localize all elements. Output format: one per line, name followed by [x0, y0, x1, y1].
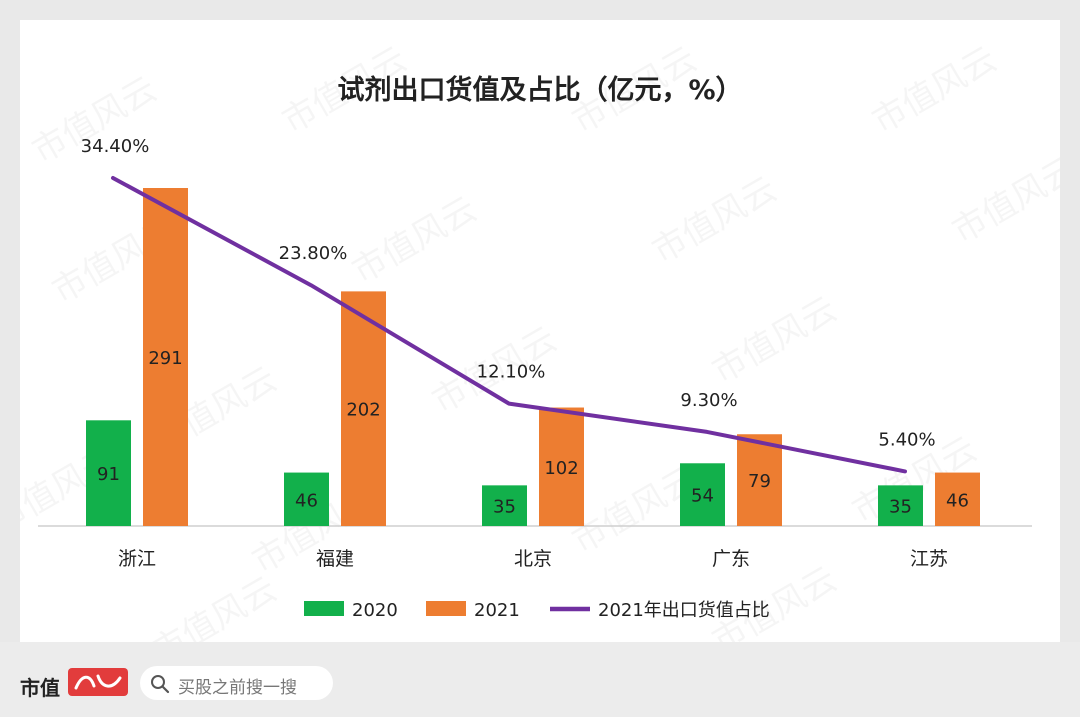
watermark-text: 市值风云 [946, 149, 1060, 252]
line-value-label-2: 12.10% [477, 362, 546, 383]
legend-label-0: 2020 [352, 600, 398, 621]
bar-2020-3 [680, 463, 725, 526]
bar-2021-2 [539, 407, 584, 526]
line-value-label-4: 5.40% [878, 429, 935, 450]
brand-seal-logo [68, 668, 128, 696]
footer-bar: 市值 买股之前搜一搜 [0, 642, 1080, 717]
bar-value-label-2021-0: 291 [148, 348, 182, 369]
bar-2020-0 [86, 420, 131, 526]
watermark-text: 市值风云 [566, 39, 704, 142]
chart-title: 试剂出口货值及占比（亿元，%） [337, 75, 743, 106]
legend-label-1: 2021 [474, 600, 520, 621]
watermark-text: 市值风云 [346, 189, 484, 292]
bar-2021-4 [935, 472, 980, 526]
bar-value-label-2021-2: 102 [544, 458, 578, 479]
search-placeholder: 买股之前搜一搜 [178, 678, 297, 698]
bar-2021-1 [341, 291, 386, 526]
watermark-text: 市值风云 [146, 569, 284, 642]
watermark-text: 市值风云 [646, 169, 784, 272]
bar-value-label-2021-3: 79 [748, 471, 771, 492]
legend-swatch-1 [426, 601, 466, 616]
search-icon [151, 675, 170, 694]
search-box[interactable]: 买股之前搜一搜 [140, 666, 333, 700]
bar-value-label-2021-4: 46 [946, 490, 969, 511]
bar-value-label-2020-0: 91 [97, 464, 120, 485]
x-tick-label-2: 北京 [514, 548, 552, 570]
bar-value-label-2020-3: 54 [691, 486, 714, 507]
bar-value-label-2021-1: 202 [346, 400, 380, 421]
x-tick-label-3: 广东 [712, 548, 750, 570]
line-value-label-1: 23.80% [279, 243, 348, 264]
bar-2020-4 [878, 485, 923, 526]
bar-2020-1 [284, 472, 329, 526]
x-tick-label-4: 江苏 [910, 548, 948, 570]
chart-card: 试剂出口货值及占比（亿元，%） 市值风云 市值风云 市值风云 市值风云 市值风云 市值风云… [20, 20, 1060, 642]
legend-label-2: 2021年出口货值占比 [598, 600, 770, 621]
bar-value-label-2020-4: 35 [889, 497, 912, 518]
bar-2021-3 [737, 434, 782, 526]
line-value-label-3: 9.30% [680, 390, 737, 411]
watermark-text: 市值风云 [706, 289, 844, 392]
bar-2020-2 [482, 485, 527, 526]
brand-logo-text: 市值 [20, 676, 60, 700]
x-tick-label-1: 福建 [316, 548, 354, 570]
x-tick-label-0: 浙江 [118, 548, 156, 570]
bar-2021-0 [143, 188, 188, 526]
bar-value-label-2020-2: 35 [493, 497, 516, 518]
watermark-text: 市值风云 [866, 39, 1004, 142]
bar-value-label-2020-1: 46 [295, 490, 318, 511]
watermark-text: 市值风云 [276, 39, 414, 142]
line-value-label-0: 34.40% [81, 136, 150, 157]
legend-swatch-0 [304, 601, 344, 616]
